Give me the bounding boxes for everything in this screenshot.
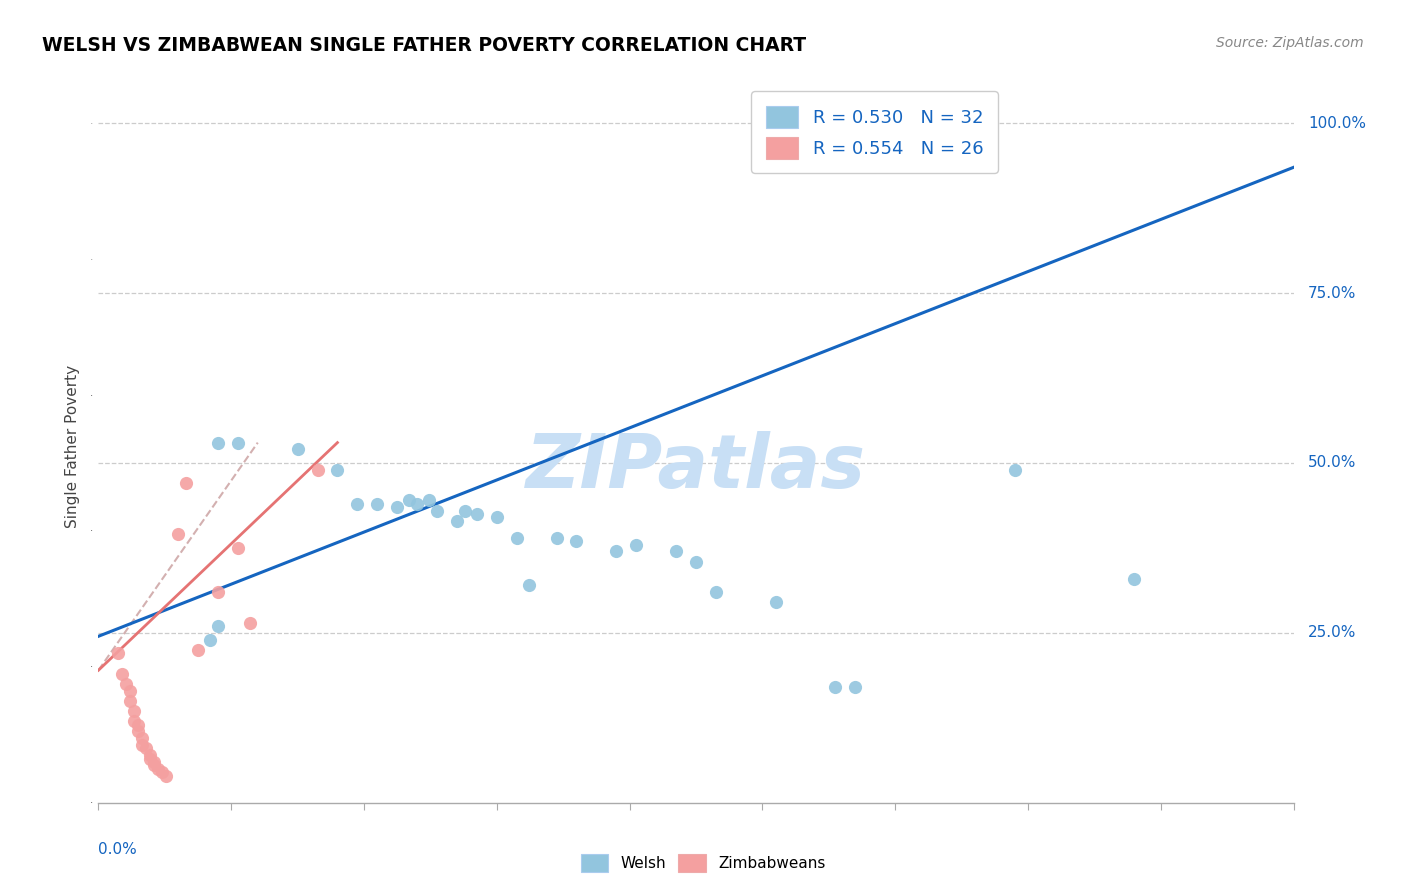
Point [704, 585, 727, 599]
Point [465, 507, 488, 521]
Point [127, 717, 149, 731]
Point [143, 755, 166, 769]
Point [665, 544, 688, 558]
Point [824, 680, 846, 694]
Text: 25.0%: 25.0% [1308, 625, 1357, 640]
Point [207, 585, 229, 599]
Point [546, 531, 568, 545]
Point [239, 615, 262, 630]
Point [198, 632, 221, 647]
Point [150, 765, 173, 780]
Text: ZIPatlas: ZIPatlas [526, 431, 866, 504]
Legend: Welsh, Zimbabweans: Welsh, Zimbabweans [574, 846, 832, 880]
Point [139, 748, 162, 763]
Point [605, 544, 627, 558]
Point [326, 463, 349, 477]
Point [307, 463, 329, 477]
Point [120, 694, 142, 708]
Y-axis label: Single Father Poverty: Single Father Poverty [65, 365, 80, 527]
Point [963, 116, 986, 130]
Point [107, 646, 129, 660]
Point [135, 741, 157, 756]
Point [124, 704, 146, 718]
Point [446, 514, 468, 528]
Point [131, 738, 153, 752]
Point [155, 769, 177, 783]
Point [406, 497, 429, 511]
Point [565, 534, 588, 549]
Point [418, 493, 440, 508]
Point [454, 503, 477, 517]
Point [131, 731, 153, 746]
Point [1004, 463, 1026, 477]
Point [346, 497, 368, 511]
Point [207, 619, 229, 633]
Text: 100.0%: 100.0% [1308, 116, 1365, 131]
Point [148, 762, 170, 776]
Point [624, 537, 647, 551]
Point [398, 493, 420, 508]
Point [167, 527, 190, 541]
Point [765, 595, 787, 609]
Point [120, 683, 142, 698]
Point [143, 758, 166, 772]
Point [111, 666, 134, 681]
Point [187, 643, 209, 657]
Point [174, 476, 197, 491]
Point [517, 578, 540, 592]
Point [366, 497, 388, 511]
Point [127, 724, 149, 739]
Point [124, 714, 146, 729]
Point [506, 531, 529, 545]
Text: 0.0%: 0.0% [98, 842, 138, 857]
Legend: R = 0.530   N = 32, R = 0.554   N = 26: R = 0.530 N = 32, R = 0.554 N = 26 [751, 91, 998, 173]
Point [226, 435, 249, 450]
Point [287, 442, 309, 457]
Point [1123, 572, 1146, 586]
Point [685, 555, 707, 569]
Point [139, 751, 162, 765]
Point [844, 680, 866, 694]
Text: Source: ZipAtlas.com: Source: ZipAtlas.com [1216, 36, 1364, 50]
Text: 75.0%: 75.0% [1308, 285, 1357, 301]
Text: WELSH VS ZIMBABWEAN SINGLE FATHER POVERTY CORRELATION CHART: WELSH VS ZIMBABWEAN SINGLE FATHER POVERT… [42, 36, 806, 54]
Point [385, 500, 409, 515]
Point [226, 541, 249, 555]
Point [485, 510, 508, 524]
Point [207, 435, 229, 450]
Point [426, 503, 449, 517]
Point [115, 677, 138, 691]
Text: 50.0%: 50.0% [1308, 456, 1357, 470]
